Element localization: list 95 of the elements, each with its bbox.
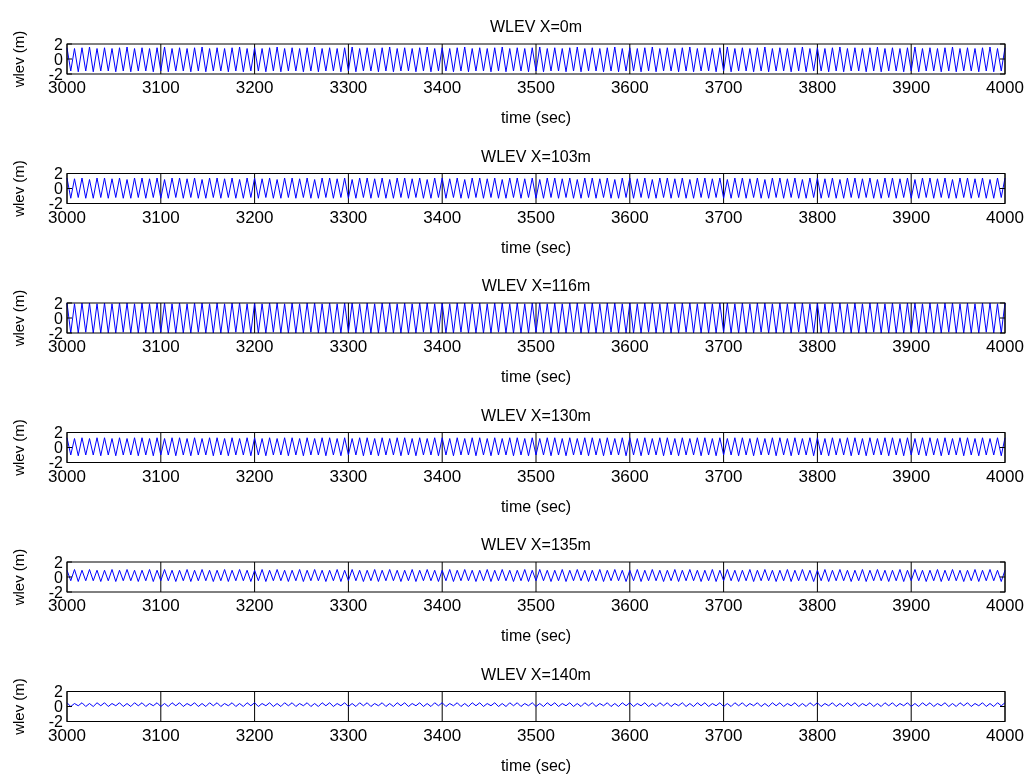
x-tick-label: 3100 — [141, 466, 180, 486]
x-axis-title: time (sec) — [500, 627, 572, 644]
x-tick-label: 3300 — [329, 78, 368, 97]
x-tick-label: 3500 — [517, 466, 555, 486]
x-tick-label: 3300 — [329, 337, 368, 356]
chart-title: WLEV X=103m — [481, 147, 591, 165]
x-tick-label: 3800 — [798, 725, 837, 745]
x-tick-label: 3700 — [704, 725, 743, 745]
x-tick-label: 3600 — [610, 337, 649, 356]
y-tick-label: 0 — [54, 180, 64, 198]
x-tick-label: 4000 — [986, 337, 1024, 356]
x-axis-title: time (sec) — [500, 756, 572, 774]
y-tick-label: 0 — [54, 50, 64, 68]
x-tick-label: 3800 — [798, 596, 837, 615]
x-tick-label: 3200 — [235, 207, 274, 227]
x-tick-label: 3100 — [141, 596, 180, 615]
y-axis-title: wlev (m) — [10, 678, 27, 736]
y-tick-label: 2 — [54, 294, 64, 312]
x-tick-label: 3700 — [704, 596, 743, 615]
x-tick-label: 3300 — [329, 725, 368, 745]
x-tick-label: 3200 — [235, 725, 274, 745]
x-tick-label: 3500 — [517, 337, 555, 356]
x-tick-label: 3900 — [892, 466, 931, 486]
x-axis-title: time (sec) — [500, 109, 572, 126]
x-tick-label: 3200 — [235, 337, 274, 356]
chart-title: WLEV X=130m — [481, 406, 591, 424]
x-tick-label: 3600 — [610, 466, 649, 486]
x-tick-label: 3300 — [329, 466, 368, 486]
x-tick-label: 3800 — [798, 337, 837, 356]
x-tick-label: 3500 — [517, 78, 555, 97]
chart-title: WLEV X=135m — [481, 536, 591, 553]
x-tick-label: 3800 — [798, 78, 837, 97]
x-tick-label: 3100 — [141, 78, 180, 97]
x-axis-title: time (sec) — [500, 368, 572, 385]
x-tick-label: 3600 — [610, 207, 649, 227]
x-tick-label: 3100 — [141, 725, 180, 745]
line-series — [66, 46, 1006, 73]
x-tick-label: 3800 — [798, 207, 837, 227]
chart-title: WLEV X=0m — [489, 18, 583, 35]
x-tick-label: 3600 — [610, 596, 649, 615]
x-tick-label: 4000 — [986, 78, 1024, 97]
line-series — [66, 302, 1006, 334]
x-tick-label: 3300 — [329, 596, 368, 615]
x-tick-label: 4000 — [986, 466, 1024, 486]
y-axis-title: wlev (m) — [10, 419, 27, 477]
x-tick-label: 3800 — [798, 466, 837, 486]
x-tick-label: 3500 — [517, 207, 555, 227]
x-tick-label: 4000 — [986, 596, 1024, 615]
x-tick-label: 3100 — [141, 337, 180, 356]
x-tick-label: 3700 — [704, 78, 743, 97]
x-axis-title: time (sec) — [500, 497, 572, 515]
x-tick-label: 3400 — [423, 466, 462, 486]
y-tick-label: 2 — [54, 165, 64, 183]
y-axis-title: wlev (m) — [10, 160, 27, 218]
x-tick-label: 3400 — [423, 78, 462, 97]
x-axis-title: time (sec) — [500, 238, 572, 256]
x-tick-label: 3600 — [610, 725, 649, 745]
y-tick-label: 0 — [54, 568, 64, 586]
x-tick-label: 3900 — [892, 207, 931, 227]
y-tick-label: 2 — [54, 553, 64, 571]
x-tick-label: 3100 — [141, 207, 180, 227]
y-tick-label: 0 — [54, 439, 64, 457]
x-tick-label: 3200 — [235, 596, 274, 615]
y-tick-label: 2 — [54, 35, 64, 53]
y-axis-title: wlev (m) — [10, 548, 27, 607]
x-tick-label: 3700 — [704, 207, 743, 227]
y-axis-title: wlev (m) — [10, 30, 27, 89]
chart-title: WLEV X=140m — [481, 665, 591, 683]
x-tick-label: 3400 — [423, 337, 462, 356]
line-series — [66, 177, 1006, 199]
x-tick-label: 3400 — [423, 725, 462, 745]
line-series — [66, 437, 1006, 457]
x-tick-label: 3600 — [610, 78, 649, 97]
x-tick-label: 3400 — [423, 207, 462, 227]
x-tick-label: 3900 — [892, 337, 931, 356]
x-tick-label: 3400 — [423, 596, 462, 615]
y-tick-label: 0 — [54, 309, 64, 327]
y-tick-label: 2 — [54, 683, 64, 701]
x-tick-label: 3700 — [704, 337, 743, 356]
x-tick-label: 3500 — [517, 725, 555, 745]
x-tick-label: 4000 — [986, 207, 1024, 227]
x-tick-label: 3700 — [704, 466, 743, 486]
y-axis-title: wlev (m) — [10, 289, 27, 348]
x-tick-label: 3900 — [892, 596, 931, 615]
y-tick-label: 0 — [54, 698, 64, 716]
y-tick-label: 2 — [54, 424, 64, 442]
x-tick-label: 3300 — [329, 207, 368, 227]
x-tick-label: 3500 — [517, 596, 555, 615]
x-tick-label: 3200 — [235, 78, 274, 97]
x-tick-label: 3200 — [235, 466, 274, 486]
x-tick-label: 4000 — [986, 725, 1024, 745]
x-tick-label: 3900 — [892, 725, 931, 745]
chart-title: WLEV X=116m — [481, 277, 591, 294]
line-series — [66, 569, 1006, 582]
x-tick-label: 3900 — [892, 78, 931, 97]
